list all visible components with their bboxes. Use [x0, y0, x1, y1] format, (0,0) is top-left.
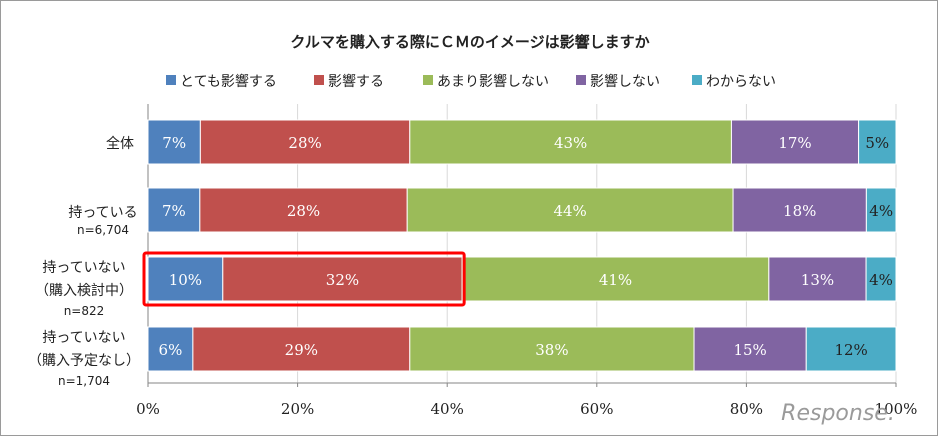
bar-value-label: 17%	[778, 134, 811, 152]
bar-segment	[147, 119, 201, 165]
bars: 7% 28% 43% 17% 5% 7% 28% 44% 18% 4% 10% 32% 41% 13% 4%…	[147, 119, 897, 372]
highlight-box-group	[142, 251, 466, 307]
legend-swatch	[314, 75, 324, 85]
legend-label: わからない	[706, 74, 776, 90]
category-label-sub: （購入検討中）	[35, 283, 133, 299]
bar-segment	[199, 119, 411, 165]
category-sample-size: n=822	[64, 304, 105, 318]
bar-segment	[865, 187, 897, 233]
bar-segment	[461, 256, 770, 302]
category-sample-size: n=1,704	[58, 374, 110, 388]
bar-value-label: 5%	[865, 134, 889, 152]
legend-label: あまり影響しない	[437, 73, 549, 90]
bar-segment	[858, 119, 897, 165]
legend-swatch	[166, 75, 176, 85]
bar-segment	[222, 256, 463, 302]
bar-segment	[409, 326, 695, 372]
category-label: 持っている	[68, 205, 137, 221]
x-tick-labels: 0% 20% 40% 60% 80% 100%	[136, 400, 917, 418]
legend-swatch	[576, 75, 586, 85]
bar-value-label: 12%	[834, 341, 867, 359]
legend: とても影響する 影響する あまり影響しない 影響しない わからない	[166, 73, 776, 90]
category-label: 全体	[106, 135, 134, 152]
legend-swatch	[692, 75, 702, 85]
bar-value-label: 7%	[162, 134, 186, 152]
legend-label: 影響しない	[590, 73, 660, 90]
bar-segment	[406, 187, 734, 233]
highlight-box	[142, 251, 466, 307]
watermark: Response.	[781, 401, 895, 426]
x-tick-label: 100%	[875, 400, 918, 418]
bar-segment	[730, 119, 860, 165]
x-tick-label: 0%	[136, 400, 160, 418]
bar-value-label: 43%	[554, 134, 587, 152]
bar-value-label: 44%	[553, 202, 586, 220]
bar-segment	[147, 187, 201, 233]
bar-segment	[192, 326, 411, 372]
bar-segment	[693, 326, 807, 372]
bar-segment	[732, 187, 867, 233]
legend-swatch	[423, 75, 433, 85]
legend-label: 影響する	[328, 73, 384, 90]
legend-label: とても影響する	[180, 73, 277, 90]
bar-value-label: 13%	[801, 271, 834, 289]
x-tick-label: 40%	[431, 400, 464, 418]
bar-value-label: 28%	[287, 202, 320, 220]
bar-value-label: 6%	[159, 341, 183, 359]
bar-value-label: 15%	[733, 341, 766, 359]
bar-segment	[805, 326, 897, 372]
category-label: 持っていない	[42, 330, 125, 346]
bar-segment	[409, 119, 732, 165]
bar-value-label: 7%	[162, 202, 186, 220]
category-label-sub: （購入予定なし）	[28, 353, 140, 369]
bar-value-label: 28%	[288, 134, 321, 152]
x-tick-label: 60%	[580, 400, 613, 418]
bar-value-label: 4%	[869, 271, 893, 289]
bar-value-label: 38%	[535, 341, 568, 359]
bar-value-label: 18%	[783, 202, 816, 220]
bar-segment	[768, 256, 867, 302]
bar-value-label: 4%	[869, 202, 893, 220]
category-sample-size: n=6,704	[77, 223, 129, 237]
bar-value-label: 32%	[326, 271, 359, 289]
x-tick-label: 80%	[730, 400, 763, 418]
chart-title: クルマを購入する際にＣＭのイメージは影響しますか	[290, 33, 649, 51]
bar-value-label: 10%	[169, 271, 202, 289]
x-tick-label: 20%	[281, 400, 314, 418]
bar-segment	[865, 256, 897, 302]
category-label: 持っていない	[42, 260, 125, 276]
bar-segment	[147, 326, 194, 372]
bar-value-label: 41%	[599, 271, 632, 289]
watermark-group: Response.	[781, 401, 895, 426]
bar-value-label: 29%	[285, 341, 318, 359]
